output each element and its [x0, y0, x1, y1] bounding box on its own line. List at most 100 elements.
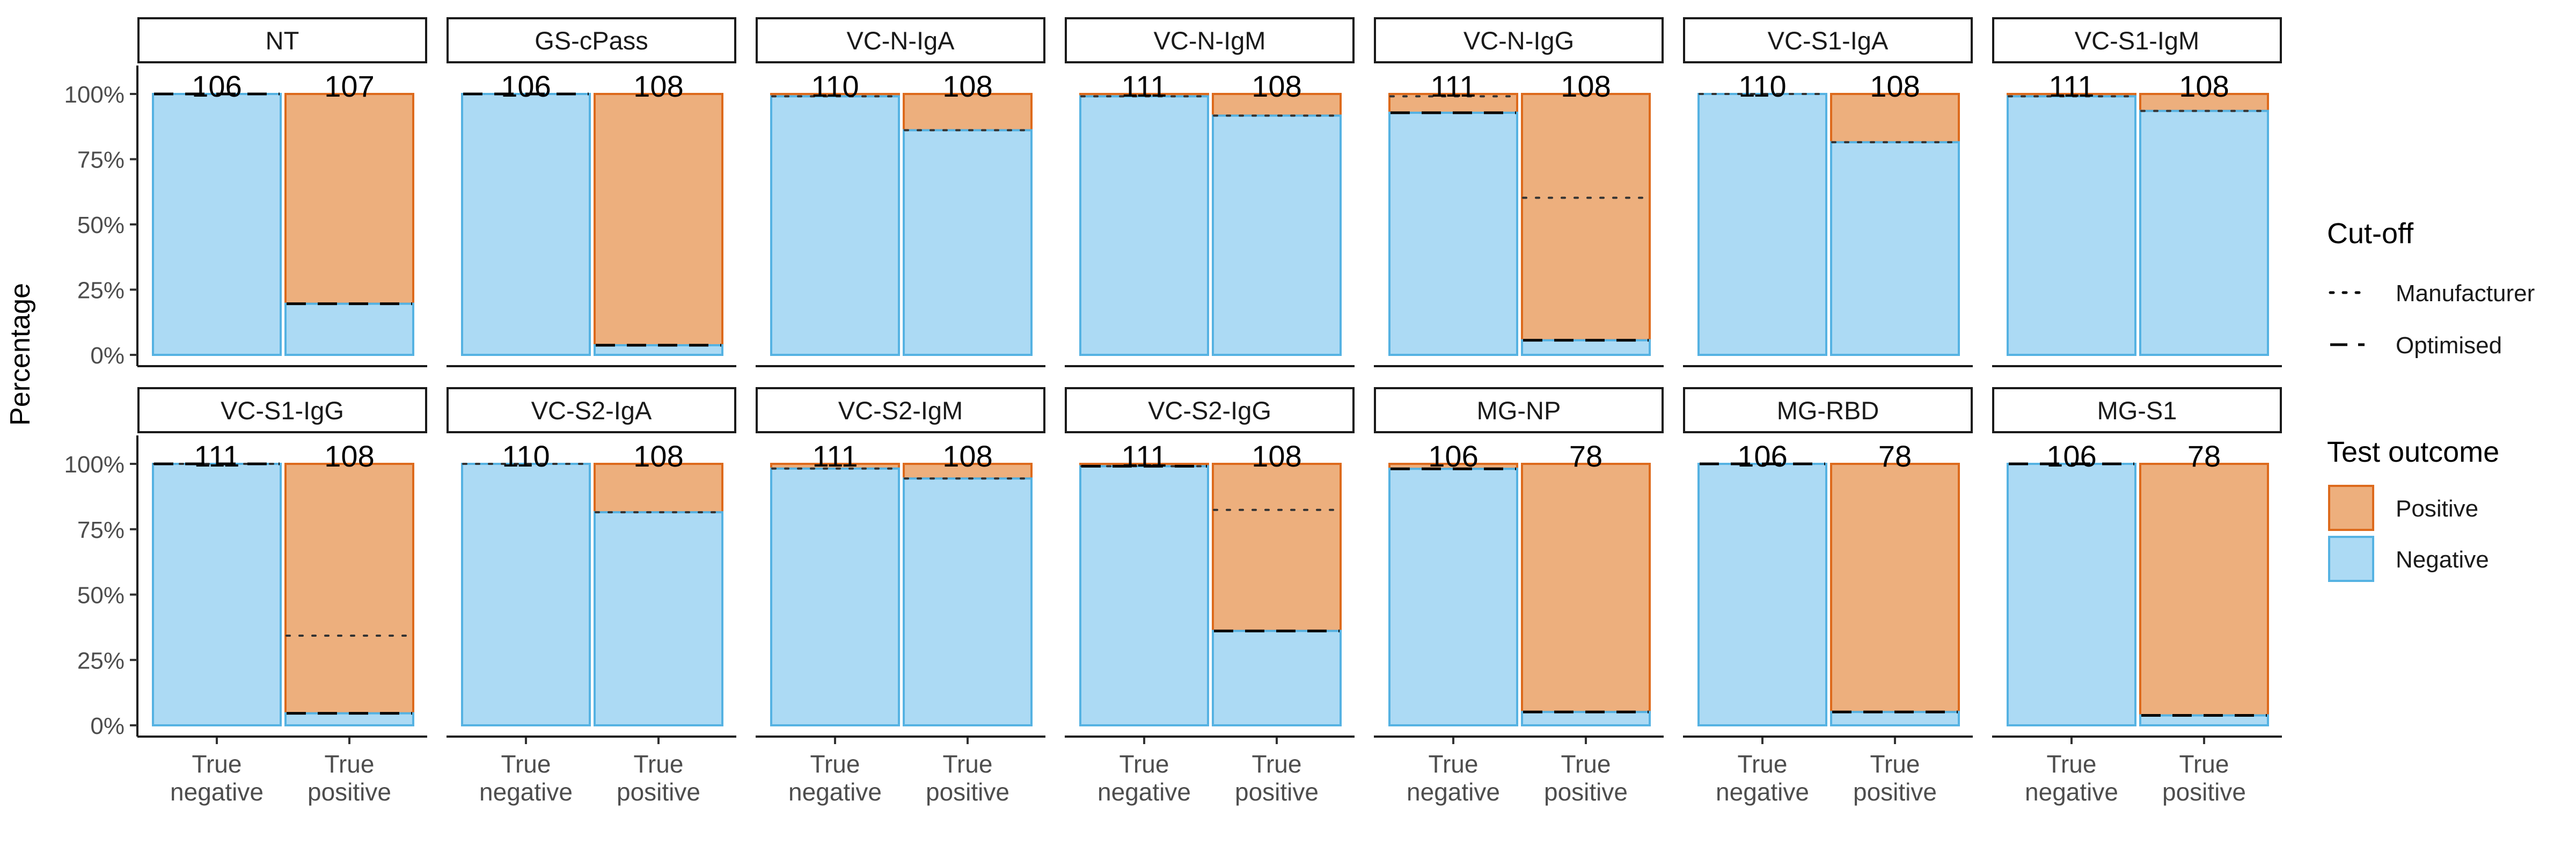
bar-count-label: 108 — [633, 69, 683, 103]
bar-negative-segment — [284, 712, 414, 727]
bar-count-label: 108 — [1252, 439, 1301, 473]
bar-negative-segment — [1212, 114, 1342, 356]
facet-title: VC-N-IgG — [1463, 26, 1574, 55]
bar-negative-segment — [1388, 468, 1518, 726]
x-tick-label: True negative — [1407, 750, 1500, 806]
bar-positive-segment — [1212, 93, 1342, 117]
facet-strip — [1065, 17, 1355, 63]
facet-strip — [1992, 387, 2282, 433]
facet-strip — [447, 387, 736, 433]
bar-positive-segment — [2139, 463, 2269, 717]
bar-positive-segment — [594, 93, 723, 347]
bar-count-label: 110 — [811, 69, 859, 103]
bar-negative-segment — [1388, 111, 1518, 356]
bar-negative-segment — [1521, 339, 1651, 356]
bar-negative-segment — [1079, 95, 1209, 356]
bar-negative-segment — [2139, 714, 2269, 727]
bar-count-label: 108 — [2179, 69, 2229, 103]
bar-positive-segment — [2139, 93, 2269, 112]
facet-panel: GS-cPass 106 108 — [447, 17, 736, 367]
bar-positive-segment — [1212, 463, 1342, 632]
bar-negative-segment — [1697, 463, 1827, 726]
facet-panel: VC-S1-IgM 111 108 — [1992, 17, 2282, 367]
facet-strip — [1065, 387, 1355, 433]
bar-positive-segment — [1521, 463, 1651, 714]
bar-negative-segment — [461, 93, 591, 356]
facet-title: VC-N-IgA — [846, 26, 955, 55]
facet-title: VC-S1-IgM — [2075, 26, 2199, 55]
facet-title: VC-S1-IgA — [1768, 26, 1889, 55]
bar-count-label: 110 — [1738, 69, 1786, 103]
facet-title: VC-S1-IgG — [221, 396, 344, 425]
y-tick-label: 50% — [77, 583, 125, 609]
bar-count-label: 108 — [633, 439, 683, 473]
facet-panel: VC-S2-IgM 111 True negative 108 True positive — [756, 387, 1045, 806]
facet-panel: VC-S2-IgA 110 True negative 108 True positive — [447, 387, 736, 806]
x-tick-label: True positive — [617, 750, 700, 806]
bar-negative-segment — [461, 463, 591, 726]
bar-count-label: 106 — [1428, 439, 1478, 473]
x-tick-label: True positive — [926, 750, 1009, 806]
legend-title-outcome: Test outcome — [2327, 436, 2499, 468]
bar-count-label: 111 — [2048, 69, 2094, 103]
facet-panel: NT 0% 25% 50% 75% 100% 106 107 — [64, 17, 427, 369]
legend-key-positive — [2328, 485, 2374, 531]
bar-positive-segment — [594, 463, 723, 514]
x-tick-label: True negative — [2025, 750, 2118, 806]
facet-title: VC-S2-IgG — [1148, 396, 1271, 425]
x-tick-label: True positive — [1235, 750, 1319, 806]
facet-panel: VC-N-IgM 111 108 — [1065, 17, 1355, 367]
facet-strip — [1374, 17, 1664, 63]
bar-negative-segment — [594, 344, 723, 356]
bar-negative-segment — [152, 463, 282, 726]
legend-label: Negative — [2396, 547, 2489, 573]
bar-negative-segment — [594, 511, 723, 726]
bar-count-label: 107 — [324, 69, 374, 103]
y-tick-label: 25% — [77, 278, 125, 304]
y-tick-label: 50% — [77, 212, 125, 238]
facet-strip — [1683, 17, 1973, 63]
legend-key-negative — [2328, 536, 2374, 582]
bar-negative-segment — [2007, 95, 2136, 356]
bar-positive-segment — [903, 463, 1033, 480]
bar-count-label: 106 — [2046, 439, 2096, 473]
facet-panel: VC-S1-IgG 0% 25% 50% 75% 100% 111 True negative 1… — [64, 387, 427, 806]
bar-negative-segment — [2139, 110, 2269, 356]
bar-count-label: 111 — [194, 439, 239, 473]
facet-strip — [137, 17, 427, 63]
y-tick-label: 0% — [90, 343, 125, 369]
legend: Cut-off Manufacturer Optimised Test outcome… — [2327, 217, 2535, 582]
bar-negative-segment — [770, 467, 900, 726]
bar-positive-segment — [1830, 93, 1960, 143]
bar-negative-segment — [1079, 465, 1209, 726]
x-tick-label: True positive — [1853, 750, 1937, 806]
bar-positive-segment — [284, 93, 414, 305]
facet-title: VC-S2-IgA — [531, 396, 652, 425]
x-tick-label: True negative — [1716, 750, 1809, 806]
facet-title: MG-S1 — [2097, 396, 2177, 425]
bar-count-label: 111 — [1430, 69, 1476, 103]
y-tick-label: 0% — [90, 713, 125, 739]
bar-count-label: 78 — [1569, 439, 1602, 473]
facet-strip — [756, 17, 1045, 63]
bar-count-label: 78 — [2187, 439, 2221, 473]
bar-negative-segment — [1830, 141, 1960, 356]
y-tick-label: 25% — [77, 647, 125, 674]
bar-count-label: 110 — [502, 439, 550, 473]
bar-negative-segment — [770, 95, 900, 356]
facet-panel: VC-N-IgA 110 108 — [756, 17, 1045, 367]
bar-count-label: 78 — [1878, 439, 1912, 473]
bar-positive-segment — [1521, 93, 1651, 341]
bar-count-label: 108 — [942, 439, 992, 473]
legend-label: Positive — [2396, 496, 2478, 522]
facet-strip — [137, 387, 427, 433]
bar-count-label: 111 — [812, 439, 858, 473]
facet-strip — [756, 387, 1045, 433]
x-tick-label: True negative — [788, 750, 882, 806]
y-tick-label: 100% — [64, 452, 125, 478]
bar-negative-segment — [1830, 711, 1960, 726]
facet-strip — [1374, 387, 1664, 433]
bar-positive-segment — [284, 463, 414, 715]
